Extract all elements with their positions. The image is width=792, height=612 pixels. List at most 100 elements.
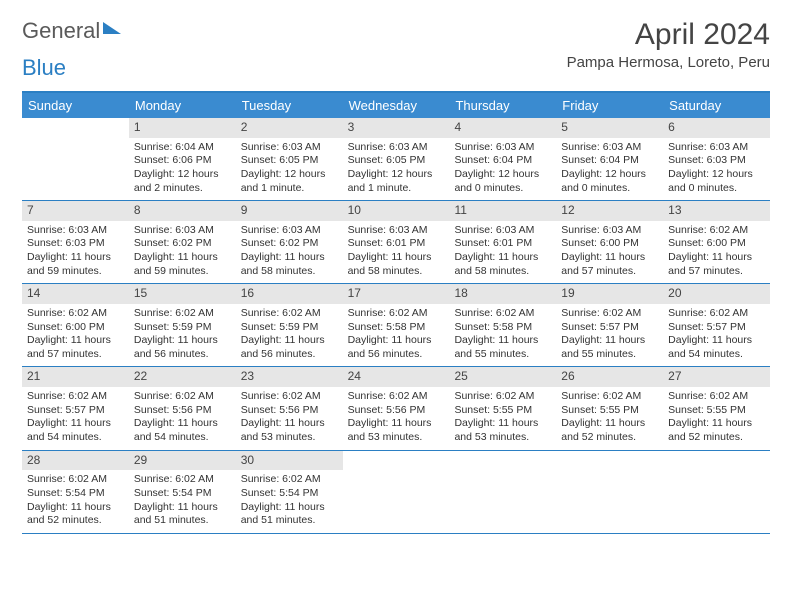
sunset-text: Sunset: 5:58 PM [348,321,445,335]
sunrise-text: Sunrise: 6:02 AM [27,390,124,404]
sunset-text: Sunset: 6:04 PM [454,154,551,168]
sunset-text: Sunset: 5:54 PM [241,487,338,501]
sunrise-text: Sunrise: 6:02 AM [561,307,658,321]
sunset-text: Sunset: 5:59 PM [241,321,338,335]
calendar-cell: 27Sunrise: 6:02 AMSunset: 5:55 PMDayligh… [663,367,770,449]
calendar-cell: 28Sunrise: 6:02 AMSunset: 5:54 PMDayligh… [22,451,129,533]
sunrise-text: Sunrise: 6:03 AM [348,141,445,155]
title-block: April 2024 Pampa Hermosa, Loreto, Peru [567,18,770,71]
sunset-text: Sunset: 5:55 PM [561,404,658,418]
calendar-cell: 25Sunrise: 6:02 AMSunset: 5:55 PMDayligh… [449,367,556,449]
calendar-cell: 21Sunrise: 6:02 AMSunset: 5:57 PMDayligh… [22,367,129,449]
date-number: 30 [236,451,343,471]
sunrise-text: Sunrise: 6:03 AM [241,141,338,155]
calendar-cell: 17Sunrise: 6:02 AMSunset: 5:58 PMDayligh… [343,284,450,366]
date-number: 20 [663,284,770,304]
calendar-cell: 16Sunrise: 6:02 AMSunset: 5:59 PMDayligh… [236,284,343,366]
calendar-cell: 15Sunrise: 6:02 AMSunset: 5:59 PMDayligh… [129,284,236,366]
date-number: 9 [236,201,343,221]
daylight-text: Daylight: 12 hours and 1 minute. [241,168,338,195]
daylight-text: Daylight: 12 hours and 0 minutes. [561,168,658,195]
date-number: 23 [236,367,343,387]
daylight-text: Daylight: 12 hours and 2 minutes. [134,168,231,195]
date-number: 21 [22,367,129,387]
sunrise-text: Sunrise: 6:02 AM [27,473,124,487]
daylight-text: Daylight: 11 hours and 52 minutes. [668,417,765,444]
calendar-cell: 29Sunrise: 6:02 AMSunset: 5:54 PMDayligh… [129,451,236,533]
calendar-cell: 9Sunrise: 6:03 AMSunset: 6:02 PMDaylight… [236,201,343,283]
daylight-text: Daylight: 11 hours and 53 minutes. [454,417,551,444]
date-number: 12 [556,201,663,221]
sunrise-text: Sunrise: 6:02 AM [668,307,765,321]
calendar-cell: 5Sunrise: 6:03 AMSunset: 6:04 PMDaylight… [556,118,663,200]
sunset-text: Sunset: 5:57 PM [561,321,658,335]
sunrise-text: Sunrise: 6:03 AM [454,224,551,238]
calendar-cell: 24Sunrise: 6:02 AMSunset: 5:56 PMDayligh… [343,367,450,449]
daylight-text: Daylight: 12 hours and 1 minute. [348,168,445,195]
sunrise-text: Sunrise: 6:02 AM [668,390,765,404]
sunset-text: Sunset: 6:02 PM [134,237,231,251]
daylight-text: Daylight: 11 hours and 58 minutes. [241,251,338,278]
location-text: Pampa Hermosa, Loreto, Peru [567,54,770,71]
date-number: 28 [22,451,129,471]
logo-text-general: General [22,18,100,44]
date-number: 29 [129,451,236,471]
sunset-text: Sunset: 5:55 PM [668,404,765,418]
date-number: 14 [22,284,129,304]
sunset-text: Sunset: 6:02 PM [241,237,338,251]
daylight-text: Daylight: 11 hours and 54 minutes. [668,334,765,361]
sunrise-text: Sunrise: 6:03 AM [134,224,231,238]
sunrise-text: Sunrise: 6:02 AM [241,473,338,487]
sunset-text: Sunset: 5:57 PM [668,321,765,335]
date-number: 17 [343,284,450,304]
daylight-text: Daylight: 11 hours and 57 minutes. [561,251,658,278]
sunrise-text: Sunrise: 6:02 AM [241,307,338,321]
sunset-text: Sunset: 6:03 PM [668,154,765,168]
daylight-text: Daylight: 11 hours and 56 minutes. [348,334,445,361]
daylight-text: Daylight: 11 hours and 57 minutes. [668,251,765,278]
weekday-header: Monday [129,93,236,118]
sunrise-text: Sunrise: 6:02 AM [561,390,658,404]
sunrise-text: Sunrise: 6:03 AM [454,141,551,155]
daylight-text: Daylight: 11 hours and 59 minutes. [134,251,231,278]
month-title: April 2024 [567,18,770,52]
weekday-header: Friday [556,93,663,118]
date-number: 26 [556,367,663,387]
daylight-text: Daylight: 11 hours and 54 minutes. [134,417,231,444]
calendar-cell: 3Sunrise: 6:03 AMSunset: 6:05 PMDaylight… [343,118,450,200]
daylight-text: Daylight: 11 hours and 51 minutes. [241,501,338,528]
logo-triangle-icon [103,22,121,34]
sunset-text: Sunset: 6:01 PM [348,237,445,251]
sunset-text: Sunset: 6:00 PM [668,237,765,251]
sunset-text: Sunset: 5:58 PM [454,321,551,335]
date-number: 15 [129,284,236,304]
sunrise-text: Sunrise: 6:02 AM [241,390,338,404]
daylight-text: Daylight: 11 hours and 54 minutes. [27,417,124,444]
daylight-text: Daylight: 11 hours and 55 minutes. [561,334,658,361]
sunset-text: Sunset: 6:04 PM [561,154,658,168]
sunrise-text: Sunrise: 6:03 AM [668,141,765,155]
date-number: 7 [22,201,129,221]
calendar-cell [449,451,556,533]
daylight-text: Daylight: 12 hours and 0 minutes. [668,168,765,195]
sunrise-text: Sunrise: 6:03 AM [561,224,658,238]
daylight-text: Daylight: 11 hours and 52 minutes. [27,501,124,528]
sunset-text: Sunset: 6:05 PM [348,154,445,168]
weekday-header: Tuesday [236,93,343,118]
daylight-text: Daylight: 12 hours and 0 minutes. [454,168,551,195]
sunset-text: Sunset: 6:03 PM [27,237,124,251]
sunrise-text: Sunrise: 6:04 AM [134,141,231,155]
calendar-cell: 7Sunrise: 6:03 AMSunset: 6:03 PMDaylight… [22,201,129,283]
week-row: 1Sunrise: 6:04 AMSunset: 6:06 PMDaylight… [22,118,770,201]
sunrise-text: Sunrise: 6:03 AM [561,141,658,155]
calendar: SundayMondayTuesdayWednesdayThursdayFrid… [22,91,770,534]
calendar-cell [343,451,450,533]
week-row: 21Sunrise: 6:02 AMSunset: 5:57 PMDayligh… [22,367,770,450]
date-number: 16 [236,284,343,304]
calendar-cell: 4Sunrise: 6:03 AMSunset: 6:04 PMDaylight… [449,118,556,200]
calendar-cell: 23Sunrise: 6:02 AMSunset: 5:56 PMDayligh… [236,367,343,449]
sunrise-text: Sunrise: 6:02 AM [454,390,551,404]
logo: General [22,18,121,44]
date-number: 6 [663,118,770,138]
sunset-text: Sunset: 6:01 PM [454,237,551,251]
